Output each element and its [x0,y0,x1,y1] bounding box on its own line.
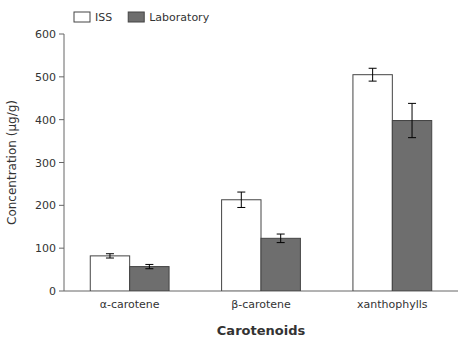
y-tick-label: 300 [35,157,56,170]
x-axis-label: Carotenoids [217,323,306,338]
x-tick-label: α-carotene [100,298,160,311]
y-tick-label: 100 [35,242,56,255]
y-tick [59,162,64,163]
legend-label: Laboratory [149,11,209,24]
error-cap [408,103,416,104]
error-line [280,234,281,243]
legend-swatch [74,12,90,22]
error-cap [145,268,153,269]
y-tick-label: 200 [35,199,56,212]
error-bar [277,234,285,243]
error-line [149,264,150,268]
series [130,103,432,291]
legend: ISS Laboratory [74,11,210,24]
y-tick [59,34,64,35]
y-axis: 0 100 200 300 400 500 600 [35,28,64,298]
error-cap [145,264,153,265]
x-tick-label: β-carotene [231,298,291,311]
error-cap [237,207,245,208]
error-cap [106,258,114,259]
legend-label: ISS [95,11,112,24]
error-cap [369,81,377,82]
legend-swatch [128,12,144,22]
series [90,68,392,291]
y-tick-label: 500 [35,71,56,84]
error-cap [237,192,245,193]
bar [90,256,129,291]
error-cap [408,137,416,138]
error-line [372,68,373,81]
y-tick [59,291,64,292]
y-tick [59,76,64,77]
error-line [241,192,242,207]
y-tick-label: 0 [49,285,56,298]
error-bar [369,68,377,81]
y-tick [59,248,64,249]
bar [130,267,169,291]
bar [353,75,392,291]
error-cap [277,242,285,243]
error-cap [106,253,114,254]
y-tick-label: 600 [35,28,56,41]
error-bar [237,192,245,207]
y-axis-label: Concentration (μg/g) [5,100,19,225]
bar [392,121,431,291]
y-tick [59,119,64,120]
error-cap [277,234,285,235]
error-bar [408,103,416,137]
bar [222,200,261,291]
bar [261,238,300,291]
error-bar [145,264,153,268]
x-axis: α-carotene β-carotene xanthophylls [64,291,458,311]
error-bar [106,254,114,258]
y-tick-label: 400 [35,114,56,127]
error-line [412,103,413,137]
error-line [109,254,110,258]
y-tick [59,205,64,206]
chart-container: 0 100 200 300 400 500 600 Concentration (μg/g) α… [0,0,474,347]
x-tick-label: xanthophylls [357,298,428,311]
plot-area [90,68,431,291]
chart-svg: 0 100 200 300 400 500 600 Concentration (μg/g) α… [0,0,474,347]
error-cap [369,68,377,69]
